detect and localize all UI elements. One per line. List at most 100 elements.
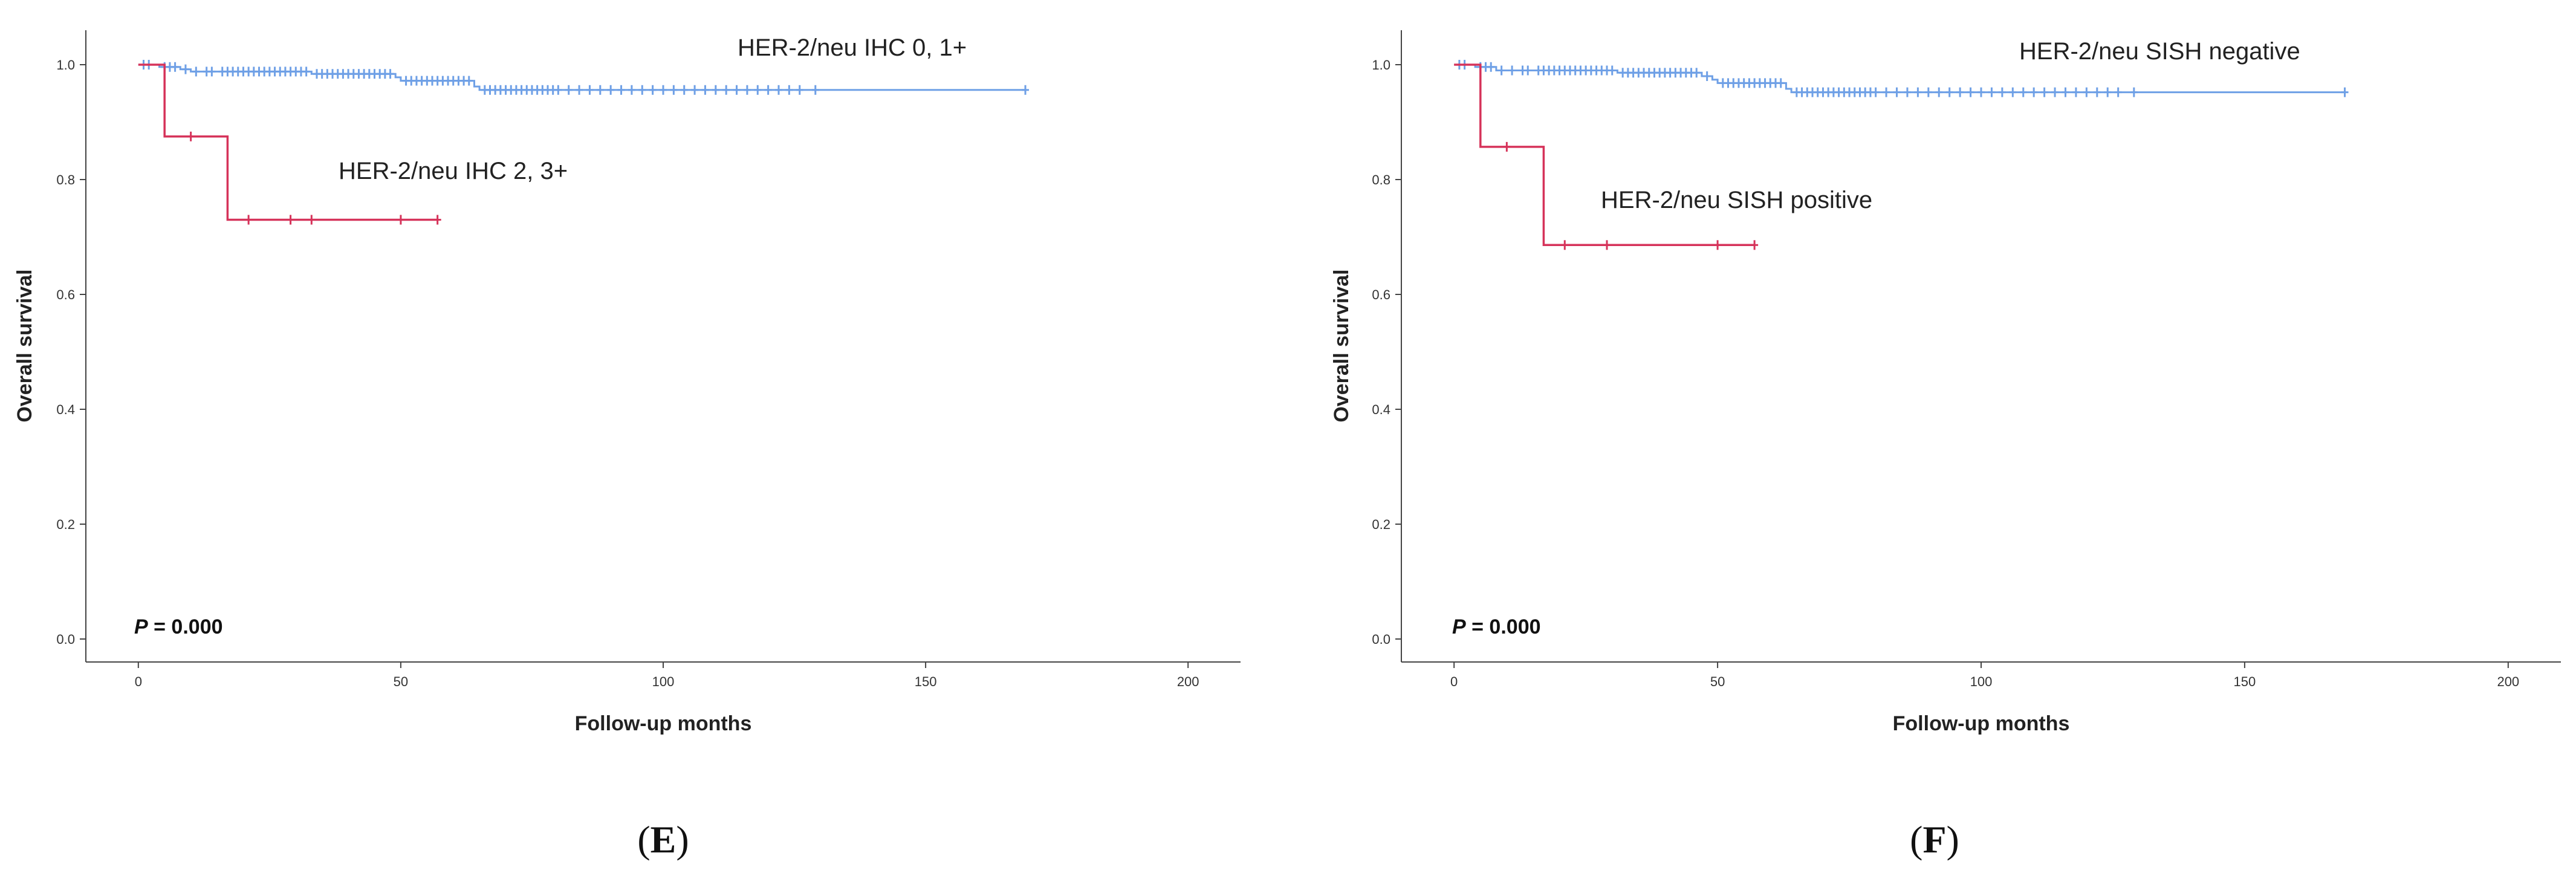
censor-mark <box>465 76 473 86</box>
censor-mark <box>638 85 646 95</box>
censor-mark <box>1914 87 1922 97</box>
x-tick-label: 100 <box>1970 674 1993 689</box>
censor-mark <box>701 85 709 95</box>
censor-mark <box>1714 240 1722 250</box>
y-tick-label: 1.0 <box>1372 57 1390 73</box>
censor-mark <box>586 85 594 95</box>
x-tick-label: 50 <box>394 674 408 689</box>
panel-label-f: (F) <box>1910 818 1959 861</box>
censor-mark <box>1872 87 1880 97</box>
x-tick-label: 100 <box>652 674 675 689</box>
axis-ticks: 0.0 0.2 0.4 0.6 0.8 1.0 0 50 100 150 200 <box>56 57 1199 689</box>
y-tick-label: 1.0 <box>56 57 75 73</box>
y-tick-label: 0.6 <box>56 287 75 302</box>
censor-mark <box>617 85 625 95</box>
censor-mark <box>1751 240 1759 250</box>
y-tick-label: 0.8 <box>1372 172 1390 187</box>
axis-ticks: 0.0 0.2 0.4 0.6 0.8 1.0 0 50 100 150 200 <box>1372 57 2519 689</box>
x-axis-title: Follow-up months <box>575 712 752 735</box>
p-symbol: P <box>1452 615 1466 638</box>
survival-line-0 <box>1454 63 2345 94</box>
x-tick-label: 200 <box>1177 674 1199 689</box>
censor-mark <box>691 85 699 95</box>
censor-mark <box>764 85 772 95</box>
censor-mark <box>1608 65 1616 76</box>
p-value-annotation: P = 0.000 <box>1452 615 1541 638</box>
km-chart-f: Overall survival Follow-up months P = 0.… <box>1330 30 2561 861</box>
p-text: = 0.000 <box>1466 615 1541 638</box>
censor-mark <box>1945 87 1953 97</box>
censor-mark <box>754 85 762 95</box>
p-text: = 0.000 <box>148 615 223 638</box>
x-tick-label: 50 <box>1710 674 1725 689</box>
km-chart-e: Overall survival Follow-up months P = 0.… <box>13 30 1241 861</box>
y-tick-label: 0.0 <box>56 632 75 647</box>
panel-letter-e: E <box>650 818 676 861</box>
censor-mark <box>1988 87 1996 97</box>
panel-label-e: (E) <box>637 818 689 861</box>
censor-mark <box>302 67 310 77</box>
survival-line-1 <box>138 63 438 221</box>
censor-mark <box>1935 87 1943 97</box>
censor-mark <box>171 62 179 72</box>
censor-mark <box>1893 87 1901 97</box>
censor-mark <box>287 215 294 225</box>
censor-mark <box>433 215 441 225</box>
censor-mark <box>785 85 793 95</box>
censor-mark <box>2051 87 2059 97</box>
censor-mark <box>1903 87 1911 97</box>
censor-mark <box>245 215 253 225</box>
y-tick-label: 0.6 <box>1372 287 1390 302</box>
censor-mark <box>554 85 562 95</box>
censor-mark <box>192 67 200 77</box>
censor-mark <box>733 85 741 95</box>
censor-mark <box>2072 87 2080 97</box>
censor-mark <box>607 85 615 95</box>
censor-mark <box>680 85 688 95</box>
censor-mark <box>2019 87 2027 97</box>
survival-line-1 <box>1454 63 1755 247</box>
censor-mark <box>2341 87 2349 97</box>
y-tick-label: 0.4 <box>56 402 75 417</box>
y-tick-label: 0.2 <box>1372 517 1390 532</box>
censor-mark <box>2030 87 2038 97</box>
censor-mark <box>386 69 394 79</box>
y-tick-label: 0.0 <box>1372 632 1390 647</box>
censor-mark <box>397 215 404 225</box>
censor-mark <box>712 85 719 95</box>
censor-mark <box>660 85 667 95</box>
censor-mark <box>775 85 782 95</box>
censor-mark <box>670 85 678 95</box>
censor-mark <box>1508 65 1516 76</box>
y-tick-label: 0.4 <box>1372 402 1390 417</box>
censor-mark <box>2104 87 2112 97</box>
censor-mark <box>2083 87 2091 97</box>
series-label-sish-neg: HER-2/neu SISH negative <box>2019 38 2300 65</box>
survival-curves <box>138 60 1030 225</box>
y-tick-label: 0.2 <box>56 517 75 532</box>
panel-letter-f: F <box>1922 818 1946 861</box>
x-tick-label: 0 <box>135 674 142 689</box>
series-label-ihc-pos: HER-2/neu IHC 2, 3+ <box>339 158 568 184</box>
censor-mark <box>2040 87 2048 97</box>
y-axis-title: Overall survival <box>1330 269 1353 422</box>
x-tick-label: 200 <box>2497 674 2519 689</box>
censor-mark <box>1883 87 1890 97</box>
censor-mark <box>308 215 316 225</box>
censor-mark <box>1022 85 1030 95</box>
series-label-sish-pos: HER-2/neu SISH positive <box>1601 187 1872 213</box>
censor-mark <box>187 131 195 141</box>
series-label-ihc-neg: HER-2/neu IHC 0, 1+ <box>738 34 967 61</box>
censor-mark <box>722 85 730 95</box>
x-tick-label: 150 <box>2234 674 2256 689</box>
censor-mark <box>649 85 657 95</box>
censor-mark <box>743 85 751 95</box>
y-axis-title: Overall survival <box>13 269 36 422</box>
censor-mark <box>565 85 573 95</box>
censor-mark <box>1998 87 2006 97</box>
censor-mark <box>1693 68 1701 78</box>
censor-mark <box>576 85 583 95</box>
p-symbol: P <box>134 615 148 638</box>
censor-mark <box>1524 65 1532 76</box>
